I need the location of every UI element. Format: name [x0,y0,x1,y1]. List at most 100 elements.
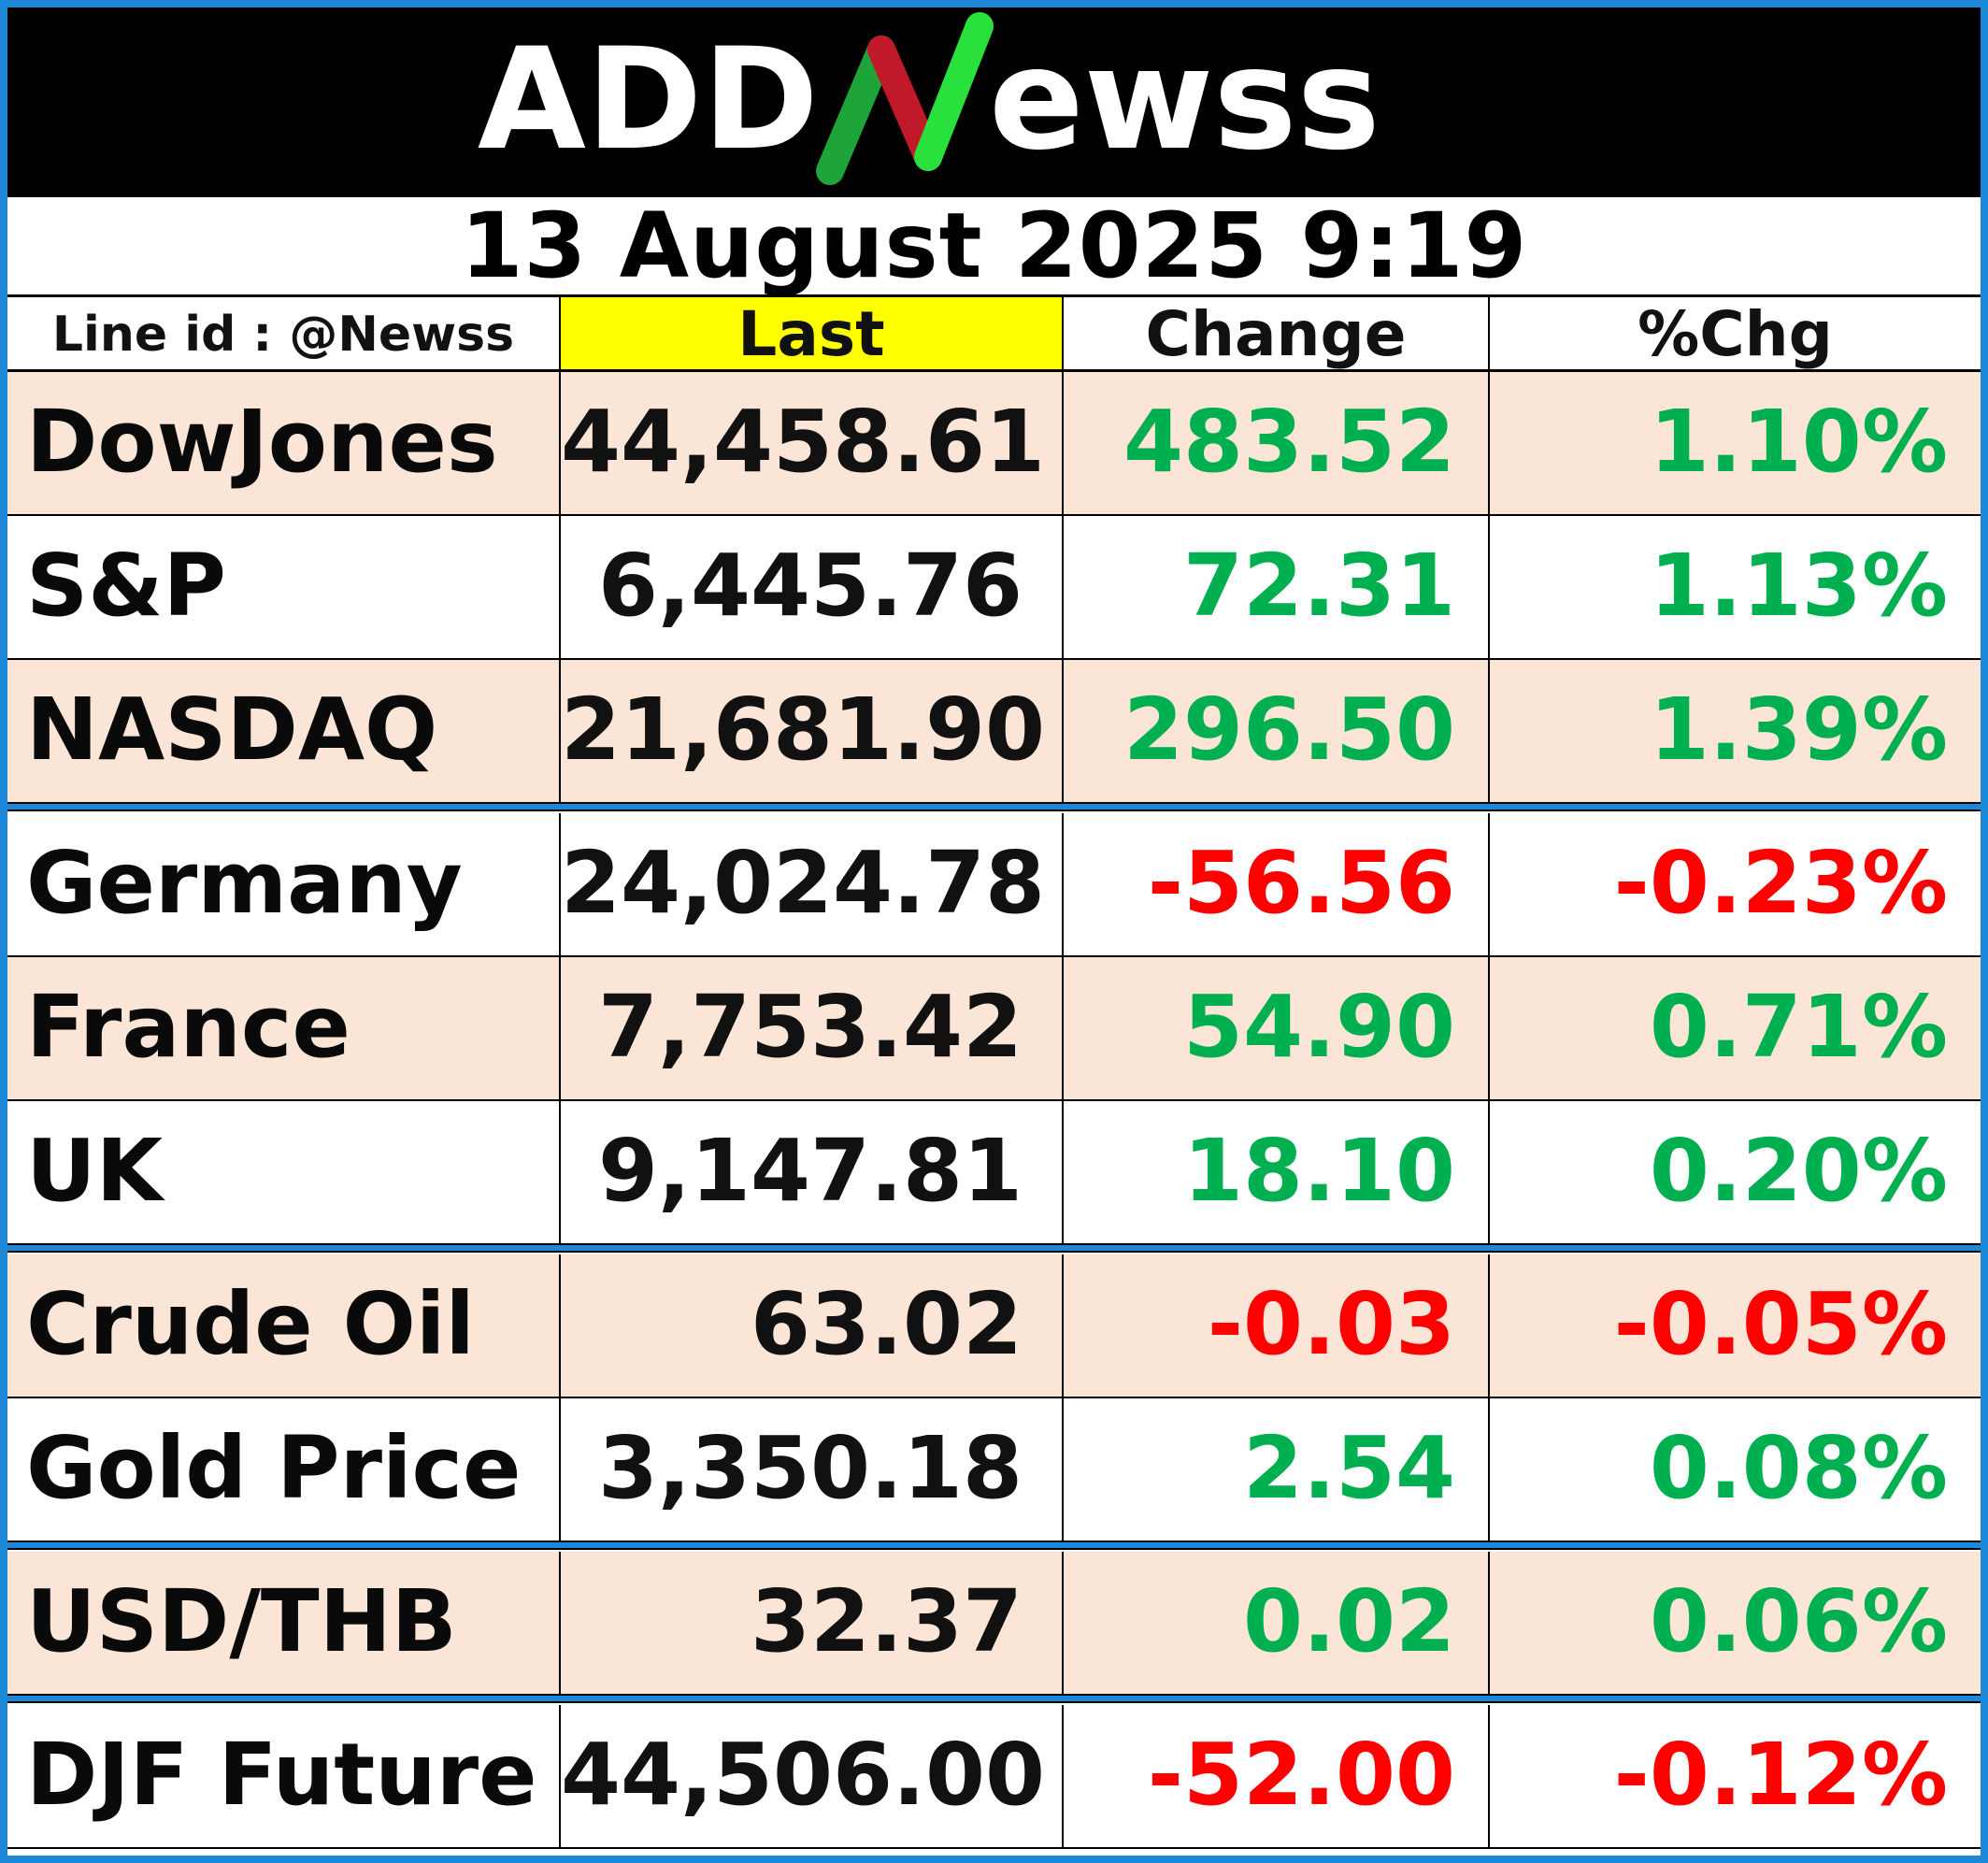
row-change-cell: 2.54 [1062,1398,1488,1541]
row-last: 9,147.81 [598,1121,1023,1221]
table-row: Gold Price 3,350.18 2.54 0.08% [7,1398,1981,1542]
row-name-cell: NASDAQ [7,660,559,802]
row-name-cell: USD/THB [7,1552,559,1694]
row-change: 54.90 [1182,977,1455,1077]
row-pct-change: 0.06% [1649,1571,1948,1671]
row-last: 3,350.18 [598,1418,1023,1518]
row-name: NASDAQ [26,680,438,780]
row-name-cell: France [7,957,559,1099]
row-change: -52.00 [1147,1725,1455,1825]
row-last-cell: 3,350.18 [559,1398,1062,1541]
row-pct-change-cell: -0.12% [1488,1705,1981,1847]
addnewss-logo: ADD ewss [7,7,1981,194]
row-name-cell: Crude Oil [7,1254,559,1397]
table-row: USD/THB 32.37 0.02 0.06% [7,1552,1981,1696]
row-name-cell: DowJones [7,372,559,514]
row-change-cell: 483.52 [1062,372,1488,514]
group-separator [7,802,1981,811]
row-name: USD/THB [26,1571,457,1671]
row-last: 32.37 [750,1571,1023,1671]
row-pct-change-cell: 0.20% [1488,1101,1981,1243]
row-change-cell: 18.10 [1062,1101,1488,1243]
row-name: Germany [26,833,463,933]
table-row: France 7,753.42 54.90 0.71% [7,957,1981,1101]
row-last: 44,458.61 [561,392,1045,492]
row-pct-change-cell: 1.39% [1488,660,1981,802]
row-name: UK [26,1121,163,1221]
row-last-cell: 9,147.81 [559,1101,1062,1243]
table-header-row: Line id : @Newss Last Change %Chg [7,297,1981,372]
row-name: S&P [26,536,226,636]
row-last-cell: 44,458.61 [559,372,1062,514]
row-pct-change: 0.08% [1649,1418,1948,1518]
row-pct-change-cell: 1.10% [1488,372,1981,514]
table-row: UK 9,147.81 18.10 0.20% [7,1101,1981,1245]
row-change-cell: -0.03 [1062,1254,1488,1397]
row-last-cell: 21,681.90 [559,660,1062,802]
row-change-cell: 54.90 [1062,957,1488,1099]
row-change: 0.02 [1243,1571,1455,1671]
row-last: 21,681.90 [561,680,1045,780]
row-pct-change-cell: 0.06% [1488,1552,1981,1694]
row-name: France [26,977,350,1077]
table-row: DJF Future 44,506.00 -52.00 -0.12% [7,1705,1981,1849]
row-last: 24,024.78 [561,833,1045,933]
row-pct-change-cell: 0.71% [1488,957,1981,1099]
group-separator [7,1541,1981,1550]
logo-banner: ADD ewss [7,7,1981,194]
row-change-cell: -52.00 [1062,1705,1488,1847]
row-name: DJF Future [26,1725,537,1825]
row-name-cell: DJF Future [7,1705,559,1847]
table-row: S&P 6,445.76 72.31 1.13% [7,516,1981,660]
row-last-cell: 63.02 [559,1254,1062,1397]
row-pct-change: 0.20% [1649,1121,1948,1221]
row-name: Crude Oil [26,1274,475,1374]
row-pct-change: -0.05% [1613,1274,1948,1374]
group-separator [7,1243,1981,1253]
row-pct-change-cell: -0.23% [1488,813,1981,955]
group-separator [7,1694,1981,1703]
date-bar: 13 August 2025 9:19 [7,194,1981,297]
row-change-cell: 296.50 [1062,660,1488,802]
row-pct-change-cell: -0.05% [1488,1254,1981,1397]
logo-text-left: ADD [478,19,819,181]
date-time-text: 13 August 2025 9:19 [460,193,1528,298]
header-pct-change: %Chg [1488,297,1981,369]
table-row: NASDAQ 21,681.90 296.50 1.39% [7,660,1981,804]
logo-n-mark [816,12,994,185]
row-name: DowJones [26,392,498,492]
row-name-cell: Germany [7,813,559,955]
header-line-id: Line id : @Newss [51,307,515,363]
row-change-cell: -56.56 [1062,813,1488,955]
logo-text-right: ewss [989,19,1380,181]
row-last-cell: 44,506.00 [559,1705,1062,1847]
row-last-cell: 6,445.76 [559,516,1062,658]
header-last: Last [559,297,1062,369]
row-pct-change: 1.39% [1649,680,1948,780]
row-name-cell: S&P [7,516,559,658]
row-name-cell: Gold Price [7,1398,559,1541]
row-pct-change: 1.13% [1649,536,1948,636]
table-row: Germany 24,024.78 -56.56 -0.23% [7,813,1981,957]
row-change: 2.54 [1243,1418,1455,1518]
row-change-cell: 72.31 [1062,516,1488,658]
header-change: Change [1062,297,1488,369]
table-row: DowJones 44,458.61 483.52 1.10% [7,372,1981,516]
row-name: Gold Price [26,1418,522,1518]
row-last: 44,506.00 [561,1725,1045,1825]
row-change-cell: 0.02 [1062,1552,1488,1694]
row-change: 483.52 [1123,392,1455,492]
row-name-cell: UK [7,1101,559,1243]
row-change: -56.56 [1147,833,1455,933]
row-last: 6,445.76 [598,536,1023,636]
row-last: 7,753.42 [598,977,1023,1077]
row-change: 18.10 [1182,1121,1455,1221]
row-pct-change-cell: 1.13% [1488,516,1981,658]
row-pct-change: -0.23% [1613,833,1948,933]
row-last-cell: 24,024.78 [559,813,1062,955]
row-pct-change: 0.71% [1649,977,1948,1077]
row-change: -0.03 [1207,1274,1455,1374]
row-change: 72.31 [1182,536,1455,636]
row-last: 63.02 [750,1274,1023,1374]
